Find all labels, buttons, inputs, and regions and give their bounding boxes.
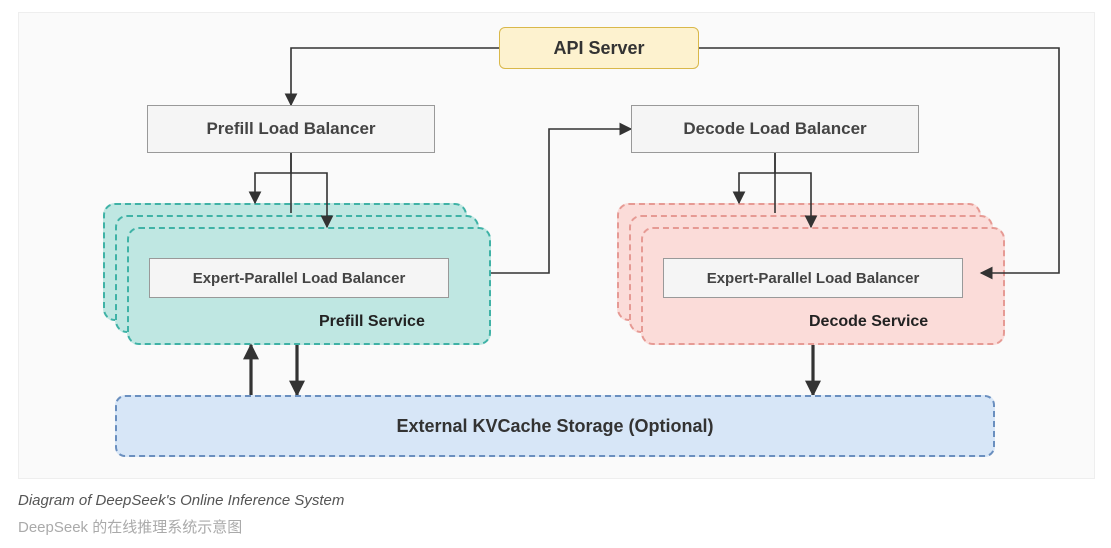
- prefill-service-title: Prefill Service: [319, 313, 425, 331]
- edge-decode-lb-fan-l: [739, 153, 775, 203]
- caption-zh: DeepSeek 的在线推理系统示意图: [18, 516, 242, 537]
- decode_ep-node: Expert-Parallel Load Balancer: [663, 258, 963, 298]
- edge-api-to-prefill-lb: [291, 48, 499, 105]
- caption-en: Diagram of DeepSeek's Online Inference S…: [18, 492, 344, 509]
- kvcache-node: External KVCache Storage (Optional): [115, 395, 995, 457]
- api-label: API Server: [553, 38, 644, 59]
- decode-service-title: Decode Service: [809, 313, 928, 331]
- diagram-stage: Prefill Service Decode Service API Server P…: [19, 13, 1094, 478]
- edge-prefill-svc-to-decode-lb: [491, 129, 631, 273]
- edge-prefill-lb-fan-l: [255, 153, 291, 203]
- decode_lb-node: Decode Load Balancer: [631, 105, 919, 153]
- decode_ep-label: Expert-Parallel Load Balancer: [707, 270, 920, 287]
- api-node: API Server: [499, 27, 699, 69]
- prefill_ep-label: Expert-Parallel Load Balancer: [193, 270, 406, 287]
- decode_lb-label: Decode Load Balancer: [683, 119, 866, 139]
- diagram-panel: Prefill Service Decode Service API Server P…: [18, 12, 1095, 479]
- prefill_lb-node: Prefill Load Balancer: [147, 105, 435, 153]
- prefill_lb-label: Prefill Load Balancer: [206, 119, 375, 139]
- kvcache-label: External KVCache Storage (Optional): [396, 416, 713, 437]
- diagram-frame: Prefill Service Decode Service API Server P…: [0, 0, 1111, 548]
- prefill_ep-node: Expert-Parallel Load Balancer: [149, 258, 449, 298]
